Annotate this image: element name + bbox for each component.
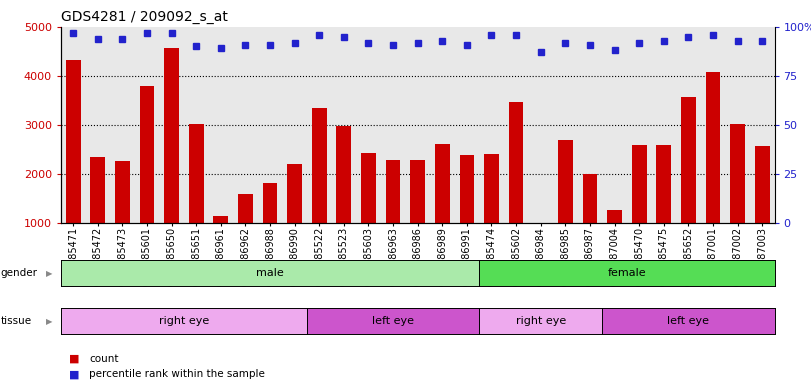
Bar: [460, 155, 474, 223]
Bar: [607, 210, 622, 223]
Bar: [534, 223, 548, 267]
Bar: [484, 154, 499, 223]
Text: right eye: right eye: [516, 316, 566, 326]
Text: left eye: left eye: [667, 316, 710, 326]
Text: ▶: ▶: [46, 316, 53, 326]
Bar: [706, 72, 720, 223]
Bar: [337, 126, 351, 223]
Text: percentile rank within the sample: percentile rank within the sample: [89, 369, 265, 379]
Bar: [656, 145, 672, 223]
Text: left eye: left eye: [372, 316, 414, 326]
Bar: [287, 164, 302, 223]
Bar: [312, 108, 327, 223]
Text: GDS4281 / 209092_s_at: GDS4281 / 209092_s_at: [61, 10, 228, 25]
Bar: [189, 124, 204, 223]
Bar: [263, 183, 277, 223]
Text: right eye: right eye: [159, 316, 209, 326]
Bar: [558, 141, 573, 223]
Bar: [410, 160, 425, 223]
Bar: [582, 174, 598, 223]
Bar: [139, 86, 154, 223]
Bar: [66, 60, 80, 223]
Text: count: count: [89, 354, 118, 364]
Bar: [508, 102, 523, 223]
Bar: [213, 216, 228, 223]
Bar: [681, 97, 696, 223]
Bar: [435, 144, 449, 223]
Bar: [238, 194, 253, 223]
Bar: [90, 157, 105, 223]
Text: ■: ■: [69, 369, 79, 379]
Bar: [632, 146, 646, 223]
Bar: [755, 146, 770, 223]
Text: male: male: [256, 268, 284, 278]
Text: gender: gender: [1, 268, 38, 278]
Bar: [730, 124, 745, 223]
Bar: [386, 160, 401, 223]
Text: female: female: [607, 268, 646, 278]
Bar: [164, 48, 179, 223]
Bar: [115, 161, 130, 223]
Text: ■: ■: [69, 354, 79, 364]
Bar: [361, 153, 375, 223]
Text: tissue: tissue: [1, 316, 32, 326]
Text: ▶: ▶: [46, 268, 53, 278]
